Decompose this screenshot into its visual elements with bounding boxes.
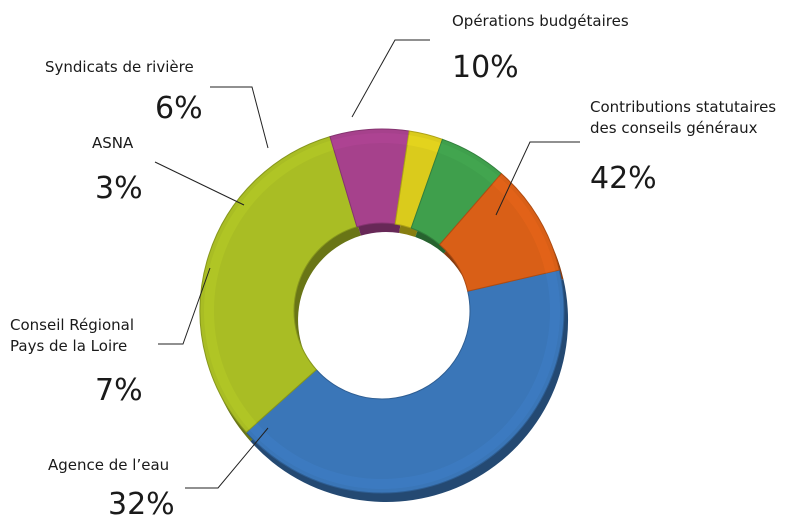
leader-line-1 (495, 141, 580, 216)
slice-label-line: Opérations budgétaires (452, 12, 629, 30)
slice-highlight-5 (437, 143, 499, 185)
slice-percent-5: 6% (155, 91, 203, 126)
slice-label-3: Conseil Régional Pays de la Loire (10, 316, 134, 355)
slice-label-line: Agence de l’eau (48, 456, 169, 474)
slice-label-line: des conseils généraux (590, 119, 758, 137)
slice-label-5: Syndicats de rivière (45, 58, 194, 76)
slice-label-line: Conseil Régional (10, 316, 134, 334)
slice-highlight-4 (407, 135, 442, 153)
slice-highlight-6 (492, 176, 556, 274)
slice-labels: Contributions statutaires des conseils gé… (10, 12, 776, 522)
leader-line-6 (351, 39, 430, 118)
slice-percent-3: 7% (95, 373, 143, 408)
slice-label-4: ASNA (92, 134, 134, 152)
slice-label-line: Pays de la Loire (10, 337, 127, 355)
slice-percent-2: 32% (108, 487, 175, 522)
slice-highlight-2 (203, 140, 335, 430)
slice-label-1: Contributions statutaires des conseils gé… (590, 98, 776, 137)
slice-highlight-3 (331, 132, 409, 151)
leader-lines (154, 39, 580, 489)
leader-line-5 (210, 86, 269, 149)
slice-label-line: Contributions statutaires (590, 98, 776, 116)
slice-percent-4: 3% (95, 171, 143, 206)
slice-1 (245, 269, 565, 494)
donut-slices (199, 128, 569, 502)
slice-label-line: ASNA (92, 134, 134, 152)
leader-line-4 (154, 161, 245, 206)
leader-line-3 (158, 267, 211, 345)
slice-label-2: Agence de l’eau (48, 456, 169, 474)
leader-line-2 (185, 427, 269, 489)
slice-percent-1: 42% (590, 161, 657, 196)
slice-label-6: Opérations budgétaires (452, 12, 629, 30)
slice-label-line: Syndicats de rivière (45, 58, 194, 76)
slice-6 (439, 172, 560, 292)
slice-2 (199, 135, 358, 434)
slice-percent-6: 10% (452, 50, 519, 85)
